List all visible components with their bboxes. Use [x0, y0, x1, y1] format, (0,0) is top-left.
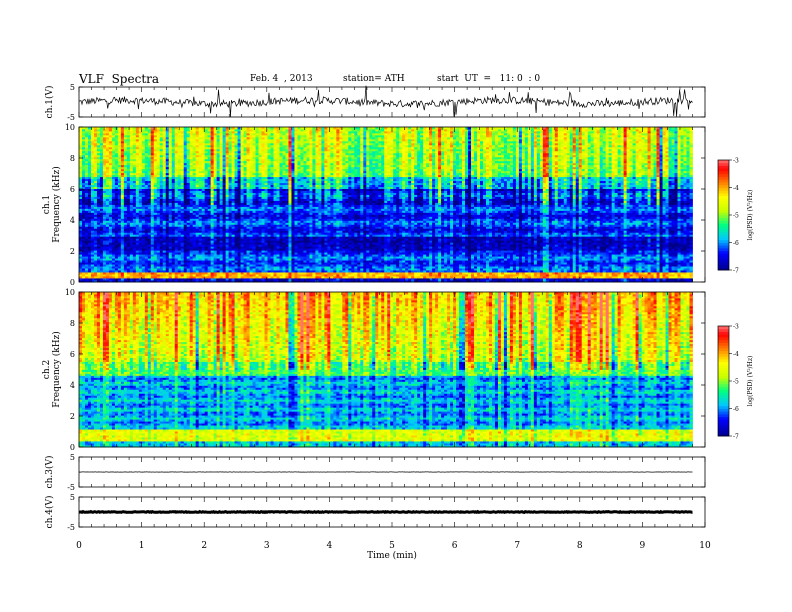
waveform-trace [79, 86, 693, 117]
y-tick-label: -5 [67, 113, 75, 122]
ch1-spec-panel [79, 127, 732, 282]
y-tick-label: 5 [70, 83, 75, 92]
ch1-wave-panel [79, 86, 705, 117]
y-axis-label: ch.1(V) [44, 86, 55, 119]
